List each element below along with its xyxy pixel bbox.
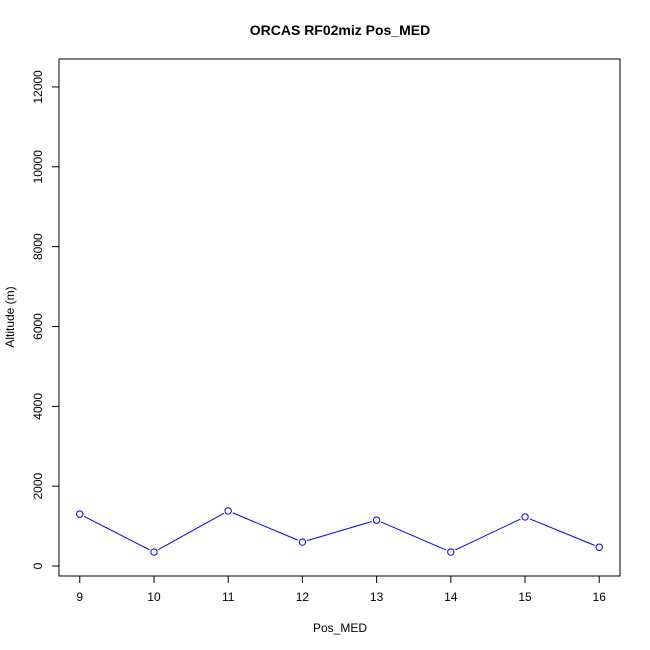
y-tick-label: 6000 <box>31 313 45 340</box>
x-tick-label: 15 <box>518 590 532 604</box>
x-tick-label: 14 <box>444 590 458 604</box>
y-tick-label: 0 <box>31 562 45 569</box>
y-axis-label: Altitude (m) <box>3 286 17 347</box>
y-axis: 0 2000 4000 6000 8000 10000 12000 <box>31 70 60 569</box>
series-segment <box>84 515 150 551</box>
y-tick-label: 10000 <box>31 150 45 184</box>
plot-frame <box>58 58 621 577</box>
y-tick-label: 12000 <box>31 70 45 104</box>
x-tick-label: 10 <box>147 590 161 604</box>
data-point <box>372 516 381 524</box>
x-tick-label: 16 <box>593 590 607 604</box>
y-tick-label: 2000 <box>31 473 45 500</box>
data-point <box>224 507 232 515</box>
series-segment <box>380 521 447 551</box>
series-segment <box>158 512 225 551</box>
y-tick-label: 4000 <box>31 393 45 420</box>
series-segment <box>232 512 298 541</box>
series-layer <box>76 507 603 556</box>
data-point <box>521 513 529 521</box>
data-point <box>150 548 158 556</box>
y-tick-label: 8000 <box>31 233 45 260</box>
x-axis: 9 10 11 12 13 14 15 16 <box>76 575 607 604</box>
x-tick-label: 9 <box>76 590 83 604</box>
data-point <box>595 543 603 551</box>
series-segment <box>455 518 521 551</box>
series-segment <box>307 521 372 542</box>
series-segment <box>529 518 595 546</box>
data-point <box>298 538 307 546</box>
data-point <box>447 548 455 556</box>
x-tick-label: 13 <box>370 590 384 604</box>
x-axis-label: Pos_MED <box>313 621 367 635</box>
chart-title: ORCAS RF02miz Pos_MED <box>250 22 430 38</box>
x-tick-label: 11 <box>222 590 235 604</box>
x-tick-label: 12 <box>296 590 310 604</box>
data-point <box>76 510 84 518</box>
